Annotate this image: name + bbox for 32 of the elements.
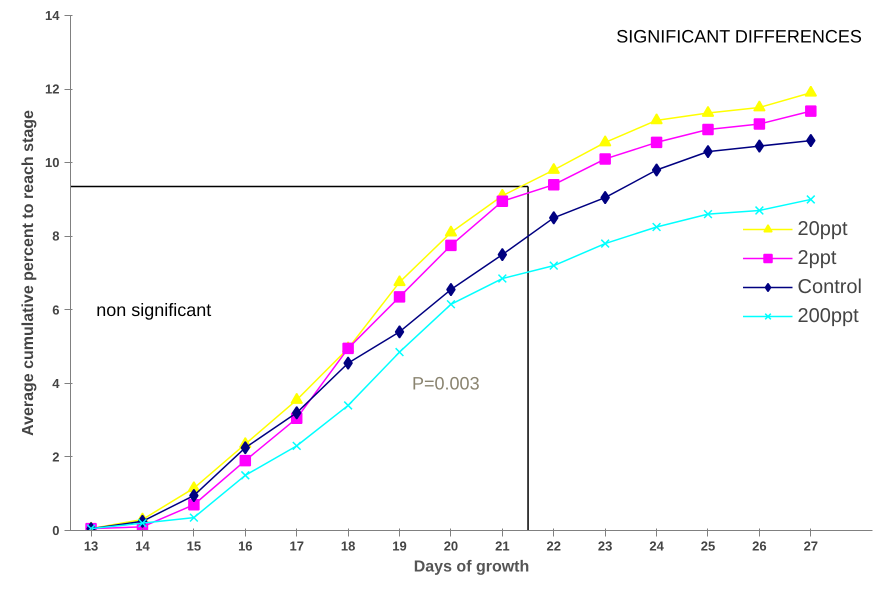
annotation: P=0.003 [412, 373, 480, 394]
x-tick-label: 18 [340, 538, 356, 554]
x-tick-label: 15 [186, 538, 202, 554]
x-tick-label: 21 [495, 538, 510, 554]
x-axis-title: Days of growth [414, 558, 530, 576]
annotation: SIGNIFICANT DIFFERENCES [616, 26, 862, 47]
x-tick-label: 16 [238, 538, 253, 554]
y-tick-label: 4 [52, 376, 60, 391]
x-tick-label: 27 [804, 538, 818, 554]
y-tick-label: 0 [52, 523, 60, 538]
y-tick-label: 6 [52, 302, 60, 318]
y-tick-label: 2 [52, 449, 60, 464]
x-tick-label: 13 [84, 538, 98, 554]
legend-label: 2ppt [798, 246, 836, 270]
legend-label: Control [798, 276, 862, 298]
x-tick-label: 26 [752, 538, 767, 554]
x-tick-label: 23 [598, 538, 612, 554]
x-tick-label: 20 [444, 538, 458, 554]
x-tick-label: 14 [135, 538, 150, 554]
y-axis-title: Average cumulative percent to reach stage [20, 110, 38, 436]
annotation: non significant [96, 300, 212, 320]
x-tick-label: 19 [392, 538, 407, 554]
y-tick-label: 8 [52, 228, 60, 244]
legend-label: 200ppt [798, 304, 859, 328]
x-tick-label: 22 [546, 538, 561, 554]
y-tick-label: 10 [45, 155, 60, 170]
x-tick-label: 24 [649, 538, 665, 554]
legend-label: 20ppt [798, 218, 848, 240]
y-tick-label: 14 [45, 8, 60, 23]
x-tick-label: 25 [700, 538, 716, 554]
y-tick-label: 12 [45, 82, 60, 97]
x-tick-label: 17 [289, 538, 304, 554]
